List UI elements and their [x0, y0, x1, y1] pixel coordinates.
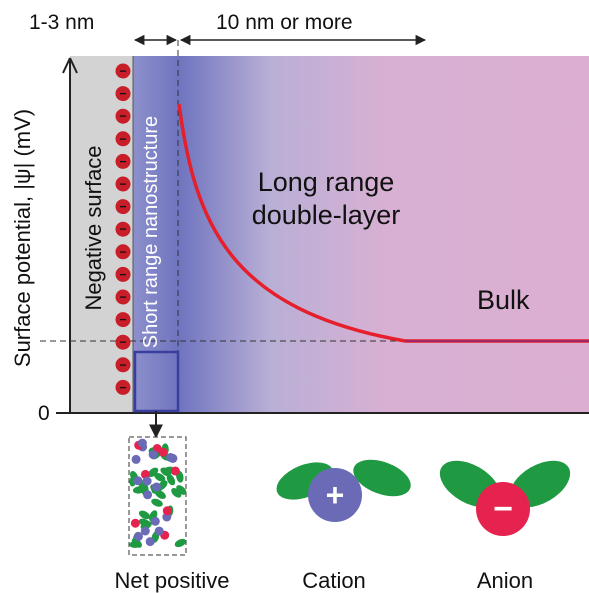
surface-charge-marker — [115, 176, 131, 192]
surface-charge-marker — [115, 266, 131, 282]
cluster-cation — [137, 438, 147, 448]
cation-circle — [308, 468, 362, 522]
cluster-cation — [143, 490, 153, 500]
y-axis-arrow-right — [69, 57, 78, 74]
surface-charge-marker — [115, 199, 131, 215]
wide-dimension-label: 10 nm or more — [216, 11, 353, 34]
surface-charge-marker — [115, 221, 131, 237]
surface-charge-marker — [115, 379, 131, 395]
potential-decay-curve — [177, 103, 406, 343]
cluster-cation — [131, 454, 141, 464]
short-range-label: Short range nanostructure — [140, 116, 162, 348]
cluster-cation — [145, 537, 155, 547]
surface-charge-marker — [115, 244, 131, 260]
y-zero-label: 0 — [38, 402, 50, 425]
cluster-cation — [166, 453, 176, 462]
cluster-cation — [142, 476, 152, 486]
surface-charge-marker — [115, 108, 131, 124]
cluster-anion — [162, 506, 172, 516]
surface-charge-marker — [115, 312, 131, 328]
solution-region — [133, 56, 589, 413]
surface-charge-marker — [115, 86, 131, 102]
cluster-cation — [140, 526, 150, 536]
surface-charge-marker — [115, 289, 131, 305]
cluster-water-molecule — [138, 510, 151, 520]
cation-water-right — [353, 459, 411, 497]
bulk-label: Bulk — [477, 285, 530, 315]
surface-charge-sign: − — [119, 245, 126, 259]
anion-caption: Anion — [477, 568, 533, 593]
cluster-anion — [130, 518, 140, 528]
surface-charges: − − − − − − − − − − − − − − − — [115, 63, 131, 395]
cluster-cation — [133, 476, 143, 486]
ion-water-cluster — [129, 438, 187, 548]
cluster-cation — [134, 531, 143, 541]
surface-charge-marker — [115, 131, 131, 147]
cluster-water-molecule — [174, 538, 187, 548]
cluster-anion — [158, 447, 168, 457]
cation-icon: + — [276, 459, 411, 522]
surface-charge-sign: − — [119, 290, 126, 304]
anion-icon: − — [439, 460, 571, 536]
negative-surface-label: Negative surface — [81, 145, 106, 310]
surface-charge-sign: − — [119, 154, 126, 168]
narrow-dimension-label: 1-3 nm — [29, 11, 94, 34]
surface-charge-sign: − — [119, 200, 126, 214]
cluster-cation — [150, 516, 160, 526]
surface-charge-sign: − — [119, 267, 126, 281]
surface-charge-sign: − — [119, 132, 126, 146]
surface-charge-marker — [115, 153, 131, 169]
cluster-cation — [148, 450, 158, 460]
cluster-water-molecule — [154, 473, 166, 482]
surface-charge-sign: − — [119, 87, 126, 101]
cluster-water-molecule — [166, 474, 176, 486]
y-axis-arrow-left — [62, 57, 71, 74]
long-range-label-line1: Long range — [258, 167, 395, 197]
surface-charge-sign: − — [119, 64, 126, 78]
cluster-anion — [170, 466, 180, 476]
surface-charge-sign: − — [119, 380, 126, 394]
cluster-water-molecule — [171, 487, 182, 498]
surface-charge-sign: − — [119, 335, 126, 349]
surface-charge-marker — [115, 357, 131, 373]
long-range-label-line2: double-layer — [252, 200, 401, 230]
surface-charge-sign: − — [119, 109, 126, 123]
surface-charge-sign: − — [119, 177, 126, 191]
surface-charge-sign: − — [119, 358, 126, 372]
surface-charge-sign: − — [119, 222, 126, 236]
cluster-cation — [152, 482, 161, 492]
y-axis-label: Surface potential, |ψ| (mV) — [10, 109, 35, 367]
surface-charge-marker — [115, 63, 131, 79]
surface-charge-sign: − — [119, 313, 126, 327]
anion-circle — [476, 482, 530, 536]
cation-caption: Cation — [302, 568, 366, 593]
net-positive-caption: Net positive — [115, 568, 230, 593]
cation-sign: + — [326, 477, 345, 513]
surface-charge-marker — [115, 334, 131, 350]
cluster-cation — [154, 526, 164, 536]
anion-sign: − — [493, 490, 513, 528]
cluster-water-molecule — [151, 498, 163, 507]
